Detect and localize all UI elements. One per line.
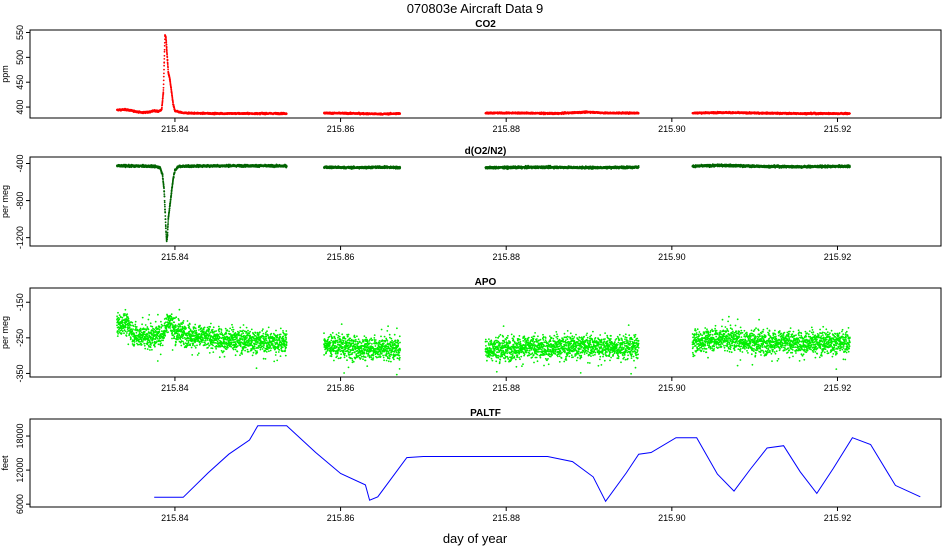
- data-point: [162, 75, 165, 78]
- data-point: [161, 106, 163, 109]
- data-point: [162, 91, 165, 93]
- data-point: [163, 64, 166, 67]
- data-segment: [116, 34, 288, 116]
- data-point: [604, 112, 607, 114]
- x-tick-label: 215.90: [658, 124, 686, 134]
- data-point: [163, 68, 165, 71]
- data-point: [116, 109, 118, 111]
- data-point: [163, 41, 166, 44]
- main-title: 070803e Aircraft Data 9: [407, 1, 544, 16]
- data-point: [165, 43, 168, 46]
- x-tick-label: 215.88: [492, 124, 520, 134]
- data-point: [162, 89, 165, 91]
- data-point: [163, 48, 166, 51]
- data-point: [149, 111, 152, 113]
- y-axis-label: ppm: [0, 65, 10, 83]
- data-point: [167, 71, 170, 74]
- data-point: [167, 68, 170, 71]
- data-point: [165, 40, 168, 42]
- data-point: [166, 64, 169, 66]
- data-point: [165, 41, 168, 44]
- data-point: [521, 112, 524, 114]
- panel-co2: CO2 ppm 215.84 215.86 215.88 215.90 215.92 400 4…: [0, 19, 942, 134]
- data-point: [132, 110, 135, 112]
- data-point: [171, 93, 173, 95]
- data-point: [167, 66, 169, 69]
- data-point: [161, 100, 164, 103]
- data-point: [256, 112, 259, 115]
- data-segment: [323, 111, 402, 116]
- x-tick-label: 215.92: [824, 124, 852, 134]
- data-point: [157, 110, 160, 113]
- data-point: [165, 48, 168, 51]
- data-point: [161, 97, 164, 100]
- y-tick-label: 400: [15, 100, 25, 115]
- plot-frame: [29, 29, 942, 119]
- data-point: [160, 108, 163, 111]
- data-point: [399, 112, 402, 115]
- y-tick-label: 500: [15, 50, 25, 65]
- data-point: [588, 111, 590, 113]
- data-point: [356, 112, 358, 115]
- data-point: [182, 112, 185, 114]
- data-point: [166, 51, 168, 54]
- data-point: [484, 112, 487, 114]
- data-point: [166, 53, 169, 56]
- x-tick-label: 215.86: [327, 124, 355, 134]
- data-point: [164, 36, 167, 39]
- data-point: [323, 112, 325, 114]
- data-point: [163, 44, 166, 47]
- data-point: [171, 97, 174, 99]
- data-point: [555, 112, 557, 115]
- data-point: [170, 91, 173, 93]
- data-point: [172, 103, 175, 106]
- data-point: [170, 88, 173, 91]
- data-point: [169, 78, 171, 81]
- data-point: [153, 109, 156, 112]
- y-tick-label: 450: [15, 75, 25, 90]
- data-point: [161, 99, 164, 101]
- data-point: [162, 83, 165, 86]
- data-point: [174, 110, 176, 112]
- data-point: [637, 112, 640, 114]
- data-point: [164, 34, 166, 36]
- y-tick-label: 550: [15, 25, 25, 40]
- data-point: [172, 101, 174, 104]
- data-point: [166, 62, 169, 65]
- data-point: [575, 111, 578, 114]
- data-point: [162, 94, 164, 97]
- data-point: [162, 79, 165, 82]
- data-point: [163, 54, 166, 57]
- data-point: [165, 46, 168, 49]
- data-point: [285, 112, 288, 115]
- data-point: [163, 50, 166, 53]
- data-point: [166, 56, 169, 59]
- data-point: [170, 86, 173, 89]
- data-point: [381, 113, 383, 115]
- data-point: [163, 58, 166, 60]
- data-point: [163, 61, 166, 64]
- data-point: [165, 49, 168, 52]
- data-point: [166, 58, 169, 61]
- data-point: [163, 72, 165, 75]
- data-segment: [484, 110, 640, 116]
- x-axis-label: day of year: [443, 531, 508, 546]
- data-point: [162, 86, 165, 89]
- data-point: [215, 112, 218, 115]
- data-point: [124, 108, 127, 111]
- data-segment: [691, 110, 851, 116]
- panel-title: CO2: [475, 19, 496, 30]
- x-tick-label: 215.84: [161, 124, 189, 134]
- data-point: [140, 111, 143, 114]
